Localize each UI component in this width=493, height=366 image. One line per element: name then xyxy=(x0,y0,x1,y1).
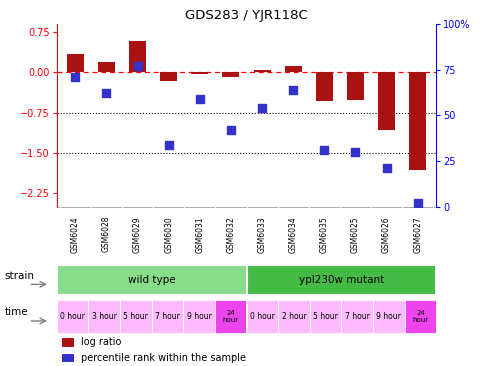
Bar xyxy=(310,300,341,333)
Bar xyxy=(62,338,74,347)
Text: 9 hour: 9 hour xyxy=(377,312,401,321)
Text: GSM6025: GSM6025 xyxy=(351,216,360,253)
Point xyxy=(289,87,297,93)
Bar xyxy=(378,72,395,130)
Text: GSM6035: GSM6035 xyxy=(320,216,329,253)
Bar xyxy=(215,300,246,333)
Text: log ratio: log ratio xyxy=(81,337,122,347)
Text: 5 hour: 5 hour xyxy=(313,312,338,321)
Point xyxy=(227,127,235,133)
Bar xyxy=(98,62,115,72)
Bar xyxy=(88,300,120,333)
Bar xyxy=(152,300,183,333)
Text: ypl230w mutant: ypl230w mutant xyxy=(299,275,384,285)
Text: GSM6024: GSM6024 xyxy=(71,216,80,253)
Point xyxy=(258,105,266,111)
Point xyxy=(383,165,390,171)
Text: GSM6031: GSM6031 xyxy=(195,216,204,253)
Bar xyxy=(284,66,302,72)
Text: 24
hour: 24 hour xyxy=(223,310,239,323)
Bar xyxy=(67,55,84,72)
Bar xyxy=(253,70,271,72)
Bar xyxy=(373,300,405,333)
Text: 5 hour: 5 hour xyxy=(123,312,148,321)
Text: GSM6034: GSM6034 xyxy=(289,216,298,253)
Text: percentile rank within the sample: percentile rank within the sample xyxy=(81,353,246,363)
Text: 0 hour: 0 hour xyxy=(250,312,275,321)
Text: 9 hour: 9 hour xyxy=(187,312,211,321)
Text: GSM6026: GSM6026 xyxy=(382,216,391,253)
Text: GSM6029: GSM6029 xyxy=(133,216,142,253)
Bar xyxy=(409,72,426,170)
Text: GDS283 / YJR118C: GDS283 / YJR118C xyxy=(185,9,308,22)
Bar xyxy=(183,300,215,333)
Text: 7 hour: 7 hour xyxy=(345,312,370,321)
Text: time: time xyxy=(4,307,28,317)
Text: 0 hour: 0 hour xyxy=(60,312,85,321)
Text: 3 hour: 3 hour xyxy=(92,312,116,321)
Bar xyxy=(341,300,373,333)
Bar xyxy=(62,354,74,362)
Text: GSM6027: GSM6027 xyxy=(413,216,422,253)
Point xyxy=(71,74,79,80)
Bar xyxy=(347,72,364,100)
Bar xyxy=(405,300,436,333)
Point xyxy=(103,90,110,96)
Point xyxy=(134,63,141,69)
Text: GSM6028: GSM6028 xyxy=(102,216,111,253)
Bar xyxy=(316,72,333,101)
Point xyxy=(196,96,204,102)
Bar xyxy=(57,265,246,295)
Text: GSM6032: GSM6032 xyxy=(226,216,236,253)
Bar xyxy=(191,72,209,74)
Text: 24
hour: 24 hour xyxy=(413,310,428,323)
Point xyxy=(165,142,173,147)
Text: GSM6030: GSM6030 xyxy=(164,216,173,253)
Bar xyxy=(129,41,146,72)
Bar xyxy=(120,300,152,333)
Bar xyxy=(278,300,310,333)
Bar xyxy=(222,72,240,77)
Point xyxy=(352,149,359,155)
Text: 2 hour: 2 hour xyxy=(282,312,306,321)
Text: 7 hour: 7 hour xyxy=(155,312,180,321)
Text: strain: strain xyxy=(4,270,35,281)
Bar xyxy=(246,265,436,295)
Point xyxy=(320,147,328,153)
Point xyxy=(414,200,422,206)
Text: wild type: wild type xyxy=(128,275,176,285)
Bar xyxy=(246,300,278,333)
Bar xyxy=(160,72,177,81)
Bar xyxy=(57,300,88,333)
Text: GSM6033: GSM6033 xyxy=(257,216,267,253)
